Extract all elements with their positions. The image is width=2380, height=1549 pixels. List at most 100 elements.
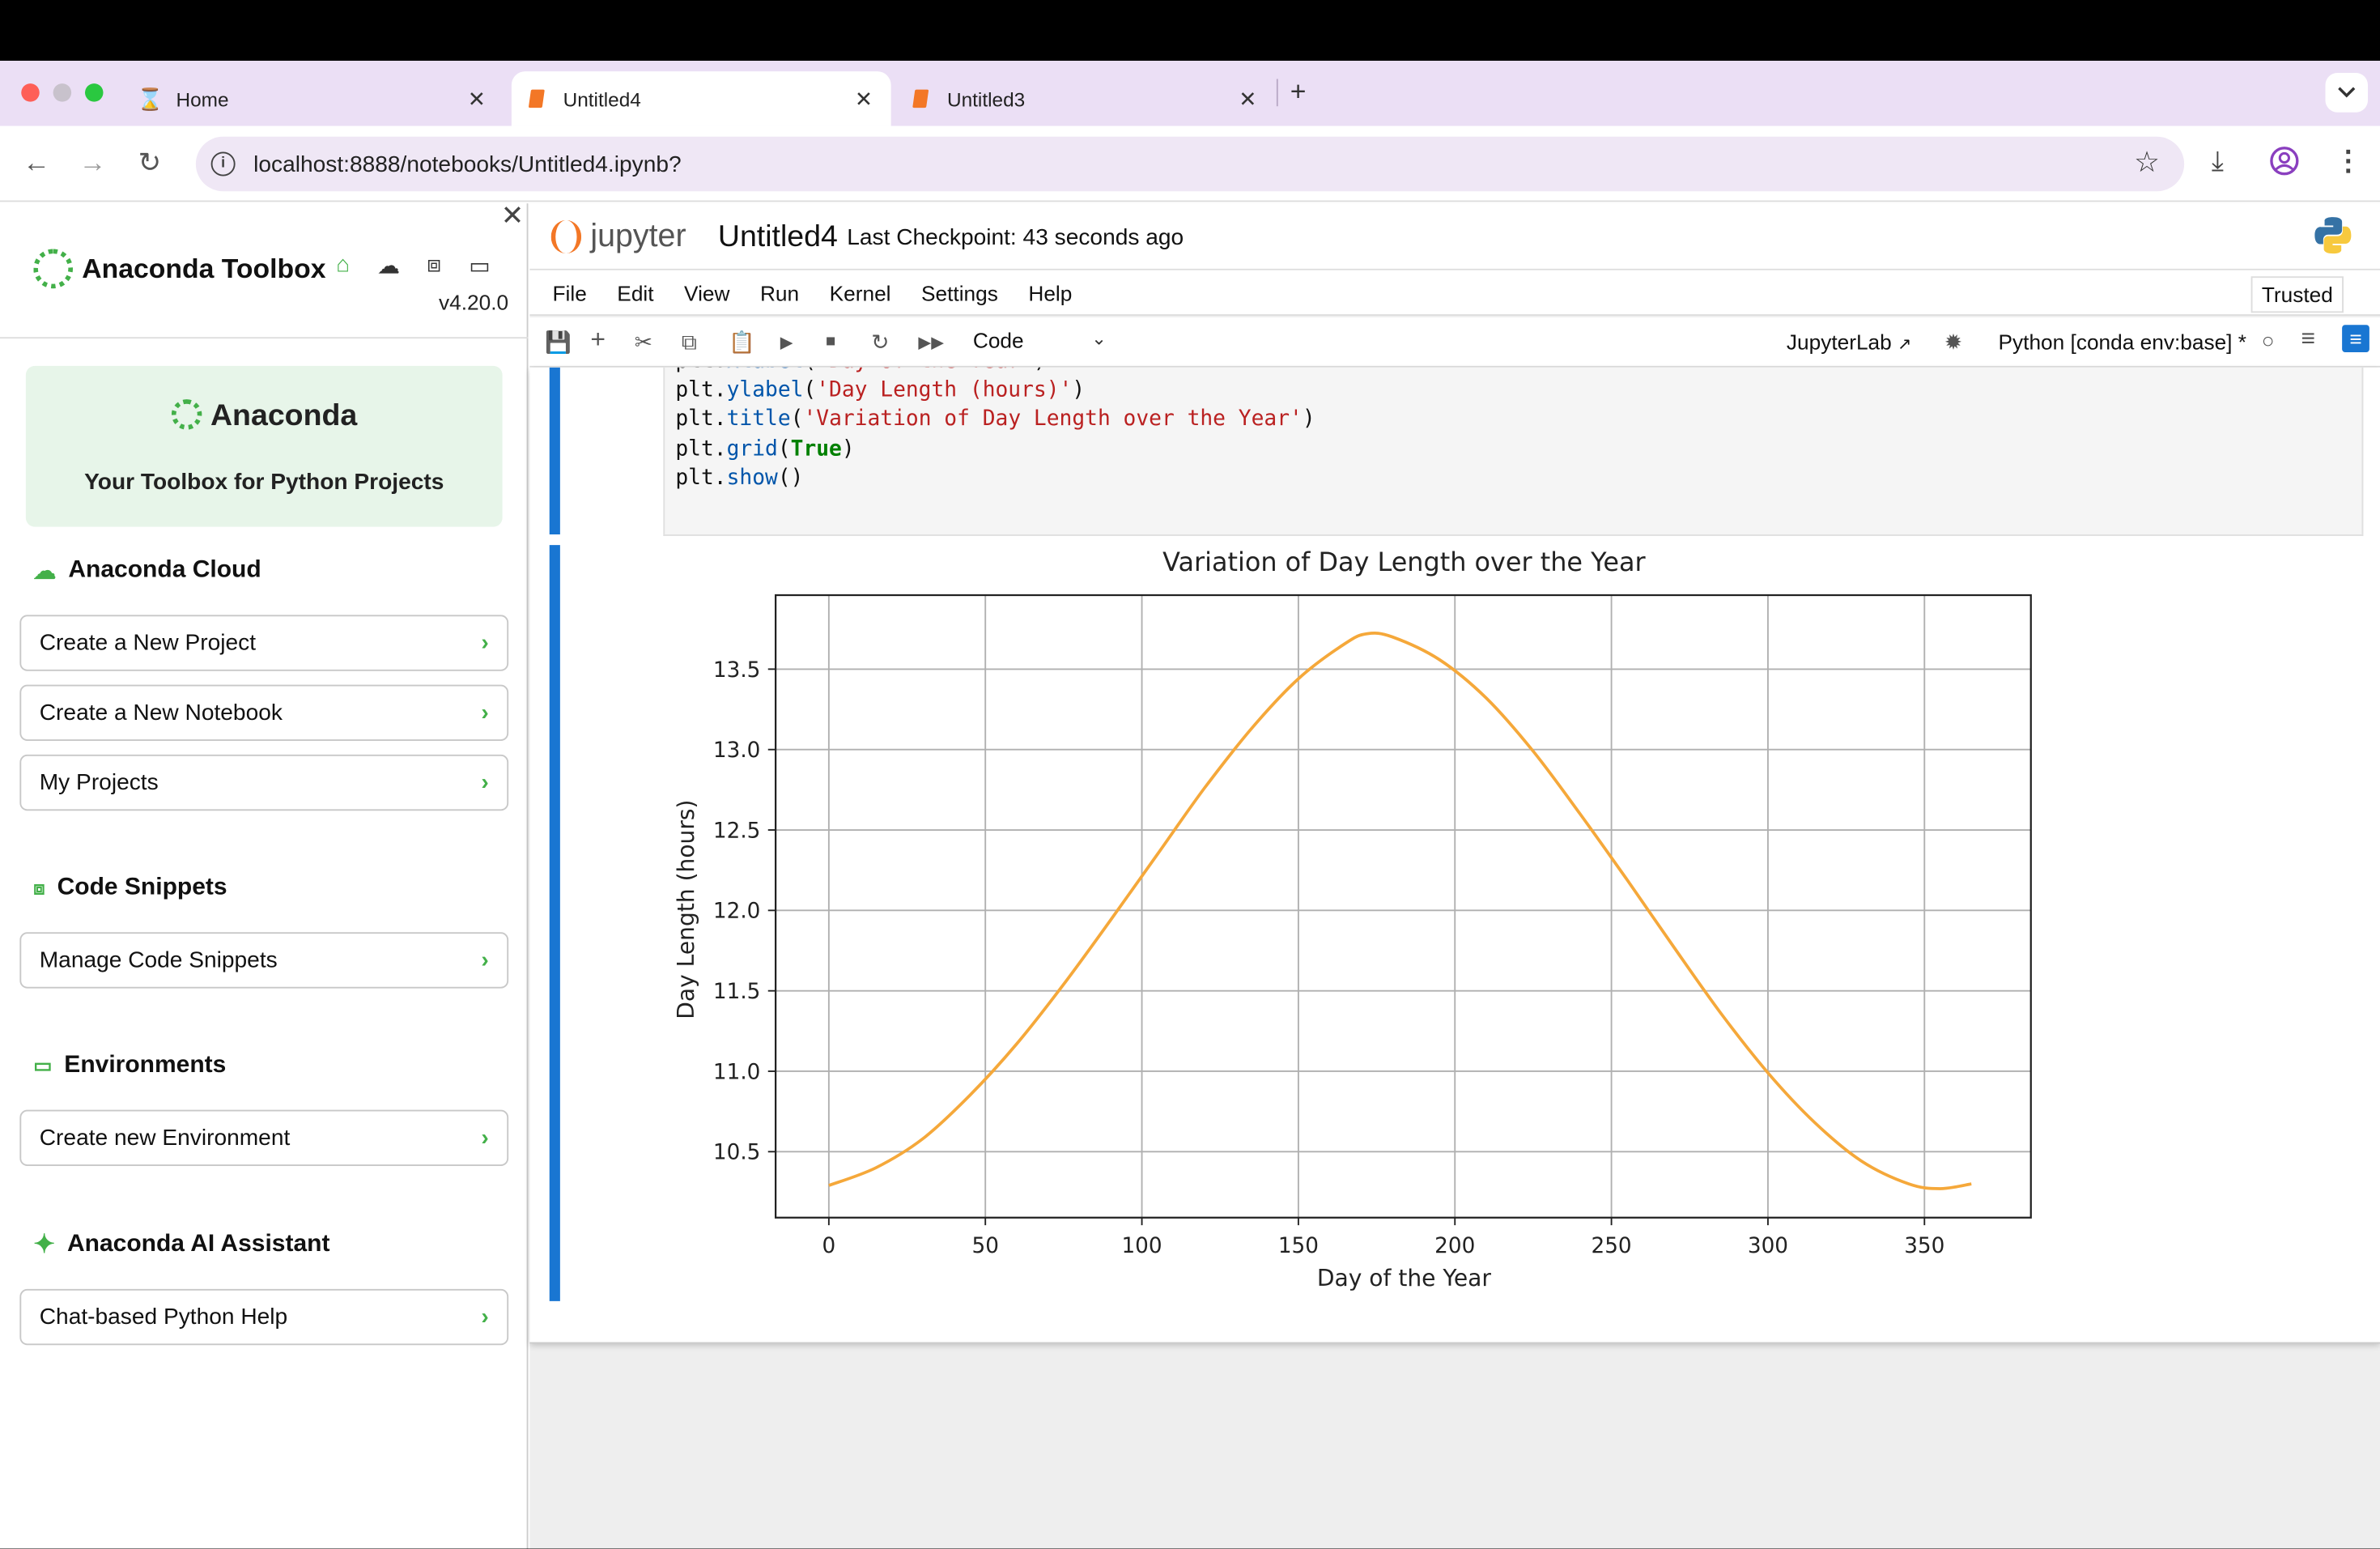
notebook-name[interactable]: Untitled4 bbox=[717, 219, 838, 254]
environment-icon[interactable]: ▭ bbox=[469, 253, 491, 279]
minimize-window-button[interactable] bbox=[53, 83, 72, 102]
chevron-right-icon: › bbox=[481, 630, 489, 656]
code-cell-input[interactable]: plt.xlabel('Day of the Year') plt.ylabel… bbox=[663, 367, 2364, 536]
close-sidebar-icon[interactable]: ✕ bbox=[500, 200, 525, 232]
interrupt-kernel-icon[interactable]: ■ bbox=[826, 332, 836, 351]
chevron-down-icon[interactable]: ⌄ bbox=[1091, 328, 1107, 350]
menu-settings[interactable]: Settings bbox=[921, 279, 998, 304]
browser-menu-kebab-icon[interactable]: ⋮ bbox=[2334, 146, 2362, 177]
add-cell-icon[interactable]: + bbox=[590, 325, 606, 354]
tab-separator bbox=[1276, 79, 1278, 107]
create-new-environment-button[interactable]: Create new Environment › bbox=[19, 1109, 509, 1166]
forward-arrow-icon[interactable]: → bbox=[79, 147, 107, 178]
jupyter-menu-bar: File Edit View Run Kernel Settings Help … bbox=[529, 270, 2380, 316]
close-tab-icon[interactable]: ✕ bbox=[1239, 85, 1257, 110]
profile-icon[interactable] bbox=[2269, 146, 2300, 184]
section-title: Anaconda Cloud bbox=[68, 557, 261, 583]
back-arrow-icon[interactable]: ← bbox=[23, 147, 50, 178]
chart-ticks: 0 50 100 150 200 250 300 350 10.5 11.0 11.5 12.0 12.… bbox=[713, 658, 1944, 1258]
tab-home[interactable]: ⌛ Home ✕ bbox=[125, 71, 504, 126]
jupyter-notebook-area: jupyter Untitled4 Last Checkpoint: 43 se… bbox=[529, 203, 2380, 1549]
manage-code-snippets-button[interactable]: Manage Code Snippets › bbox=[19, 932, 509, 989]
create-new-notebook-button[interactable]: Create a New Notebook › bbox=[19, 684, 509, 741]
close-tab-icon[interactable]: ✕ bbox=[467, 85, 486, 110]
code-snippet-icon[interactable]: ⧈ bbox=[427, 252, 442, 279]
chart-grid bbox=[776, 595, 2031, 1218]
plot-frame bbox=[775, 594, 2032, 1219]
property-inspector-icon[interactable]: ≡ bbox=[2342, 325, 2369, 352]
code-line: plt.show() bbox=[675, 466, 804, 491]
menu-edit[interactable]: Edit bbox=[617, 279, 654, 304]
menu-help[interactable]: Help bbox=[1028, 279, 1073, 304]
download-icon[interactable]: ⤓ bbox=[2211, 146, 2224, 177]
close-tab-icon[interactable]: ✕ bbox=[854, 85, 873, 110]
environment-icon: ▭ bbox=[33, 1053, 53, 1077]
hero-brand-text: Anaconda bbox=[210, 399, 358, 433]
tab-label: Untitled4 bbox=[563, 87, 641, 110]
chart-title: Variation of Day Length over the Year bbox=[1162, 547, 1646, 577]
menu-run[interactable]: Run bbox=[759, 279, 800, 304]
y-tick-label: 13.5 bbox=[713, 658, 760, 683]
x-axis-label: Day of the Year bbox=[1317, 1265, 1491, 1291]
day-length-chart: Variation of Day Length over the Year Da… bbox=[673, 547, 2032, 1291]
sidebar-header-icons: ⌂ ☁ ⧈ ▭ bbox=[326, 252, 496, 283]
reload-icon[interactable]: ↻ bbox=[138, 147, 161, 178]
y-tick-label: 12.5 bbox=[713, 819, 760, 843]
kernel-status-circle-icon: ○ bbox=[2261, 328, 2275, 352]
cloud-icon[interactable]: ☁ bbox=[376, 253, 401, 279]
x-tick-label: 200 bbox=[1434, 1234, 1475, 1258]
code-line: plt.grid(True) bbox=[675, 437, 855, 462]
jupyter-logo-text: jupyter bbox=[590, 219, 686, 254]
cut-icon[interactable]: ✂ bbox=[634, 329, 652, 354]
create-new-project-button[interactable]: Create a New Project › bbox=[19, 615, 509, 671]
menu-file[interactable]: File bbox=[552, 279, 587, 304]
menu-kernel[interactable]: Kernel bbox=[829, 279, 891, 304]
table-of-contents-icon[interactable]: ≡ bbox=[2301, 326, 2316, 352]
sparkle-icon: ✦ bbox=[33, 1229, 55, 1259]
bookmark-star-icon[interactable]: ☆ bbox=[2134, 147, 2161, 180]
jupyterlab-link[interactable]: JupyterLab ↗ bbox=[1787, 330, 1911, 354]
run-cell-icon[interactable]: ▶ bbox=[780, 334, 793, 353]
section-code-snippets: ⧈ Code Snippets bbox=[33, 875, 227, 902]
y-tick-label: 12.0 bbox=[713, 900, 760, 924]
address-bar[interactable]: i localhost:8888/notebooks/Untitled4.ipy… bbox=[195, 136, 2185, 192]
save-icon[interactable]: 💾 bbox=[545, 329, 572, 354]
menu-view[interactable]: View bbox=[684, 279, 730, 304]
cell-collapser[interactable] bbox=[549, 367, 560, 534]
home-icon[interactable]: ⌂ bbox=[336, 252, 351, 279]
copy-icon[interactable]: ⧉ bbox=[681, 329, 697, 354]
y-axis-label: Day Length (hours) bbox=[673, 799, 699, 1019]
cell-type-select[interactable]: Code bbox=[972, 328, 1024, 352]
tab-untitled4[interactable]: Untitled4 ✕ bbox=[511, 71, 891, 126]
tab-search-chevron-icon[interactable] bbox=[2325, 73, 2368, 113]
maximize-window-button[interactable] bbox=[85, 83, 104, 102]
site-info-icon[interactable]: i bbox=[210, 151, 236, 177]
hourglass-icon: ⌛ bbox=[137, 85, 164, 110]
paste-icon[interactable]: 📋 bbox=[729, 329, 755, 354]
x-tick-label: 50 bbox=[972, 1234, 999, 1258]
jupyter-logo[interactable]: jupyter bbox=[550, 219, 686, 255]
x-tick-label: 150 bbox=[1278, 1234, 1319, 1258]
chevron-right-icon: › bbox=[481, 769, 489, 796]
tab-label: Untitled3 bbox=[947, 87, 1026, 110]
code-line: plt.ylabel('Day Length (hours)') bbox=[675, 377, 1086, 402]
new-tab-plus-icon[interactable]: + bbox=[1290, 75, 1307, 107]
tab-untitled3[interactable]: Untitled3 ✕ bbox=[895, 71, 1275, 126]
hero-subtitle: Your Toolbox for Python Projects bbox=[84, 469, 444, 496]
debugger-icon[interactable]: ✹ bbox=[1944, 329, 1962, 354]
output-collapser[interactable] bbox=[549, 545, 560, 1301]
chat-python-help-button[interactable]: Chat-based Python Help › bbox=[19, 1288, 509, 1346]
cloud-icon: ☁ bbox=[33, 559, 57, 585]
run-all-icon[interactable]: ▶▶ bbox=[918, 334, 945, 353]
restart-kernel-icon[interactable]: ↻ bbox=[871, 329, 890, 354]
my-projects-button[interactable]: My Projects › bbox=[19, 754, 509, 811]
kernel-name[interactable]: Python [conda env:base] * bbox=[1998, 329, 2246, 354]
sidebar-title: Anaconda Toolbox bbox=[82, 253, 326, 284]
button-label: Create a New Project bbox=[39, 630, 257, 656]
url-text[interactable]: localhost:8888/notebooks/Untitled4.ipynb… bbox=[253, 151, 682, 178]
button-label: Create new Environment bbox=[39, 1125, 291, 1151]
trusted-badge[interactable]: Trusted bbox=[2250, 276, 2344, 313]
section-ai-assistant: ✦ Anaconda AI Assistant bbox=[33, 1230, 329, 1261]
notebook-panel: plt.xlabel('Day of the Year') plt.ylabel… bbox=[529, 367, 2380, 1343]
close-window-button[interactable] bbox=[21, 83, 40, 102]
